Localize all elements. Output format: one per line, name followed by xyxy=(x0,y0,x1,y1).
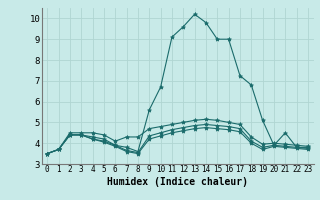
X-axis label: Humidex (Indice chaleur): Humidex (Indice chaleur) xyxy=(107,177,248,187)
